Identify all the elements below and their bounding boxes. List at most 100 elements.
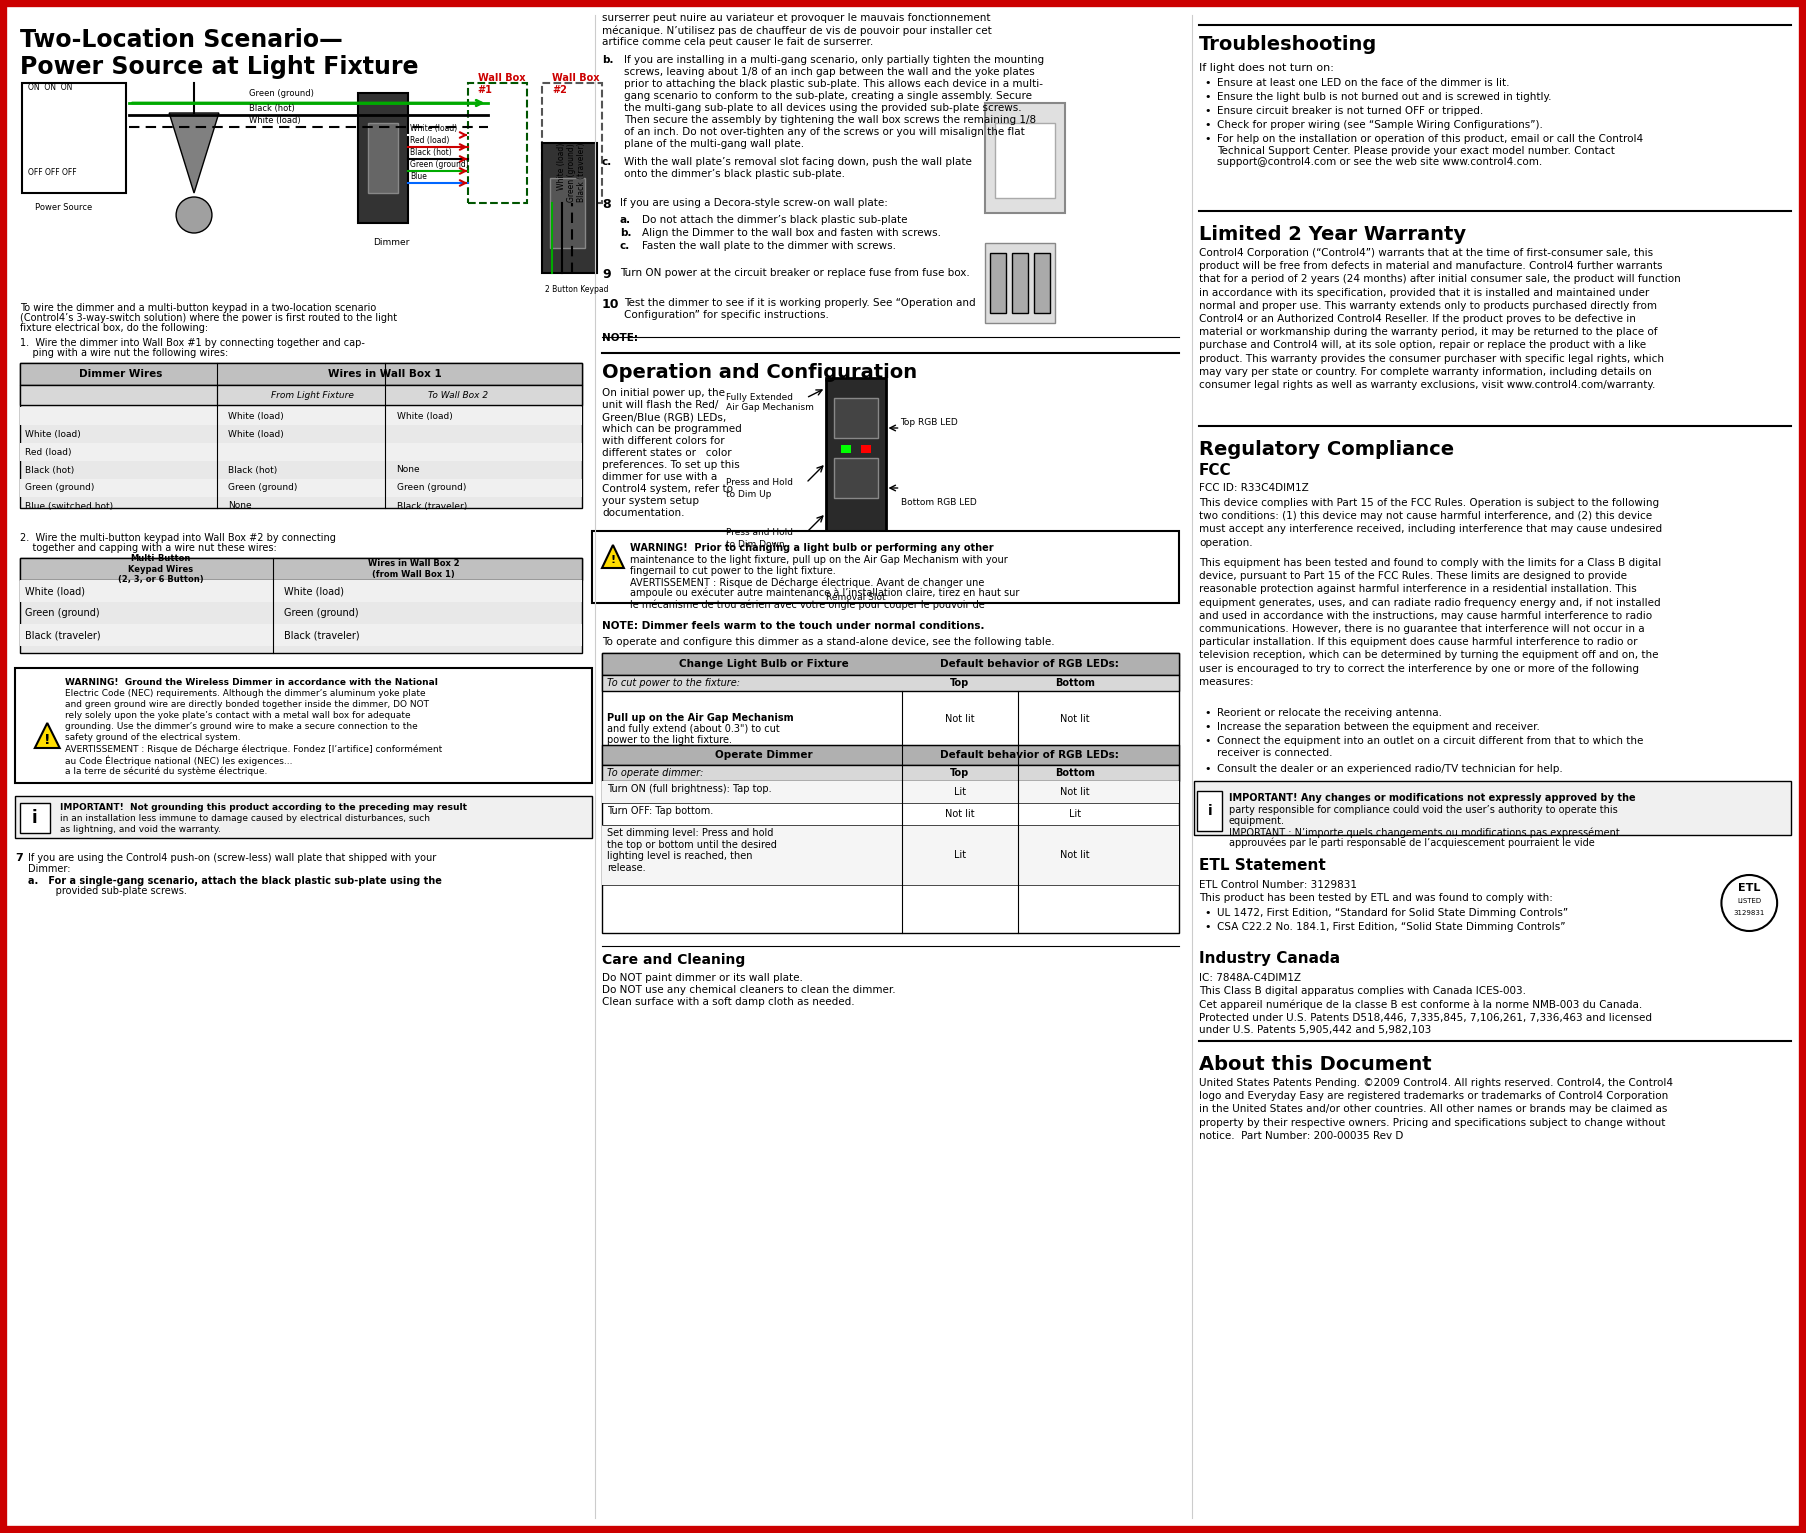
Text: Lit: Lit: [952, 849, 965, 860]
Text: Red (load): Red (load): [25, 448, 71, 457]
Text: Control4 system, refer to: Control4 system, refer to: [602, 484, 733, 494]
Text: fingernail to cut power to the light fixture.: fingernail to cut power to the light fix…: [629, 566, 834, 576]
Text: To operate and configure this dimmer as a stand-alone device, see the following : To operate and configure this dimmer as …: [602, 638, 1054, 647]
Text: AVERTISSEMENT : Risque de Décharge électrique. Avant de changer une: AVERTISSEMENT : Risque de Décharge élect…: [629, 578, 983, 589]
Text: 2.  Wire the multi-button keypad into Wall Box #2 by connecting: 2. Wire the multi-button keypad into Wal…: [20, 533, 336, 543]
Text: Align the Dimmer to the wall box and fasten with screws.: Align the Dimmer to the wall box and fas…: [642, 228, 940, 238]
Text: 1.  Wire the dimmer into Wall Box #1 by connecting together and cap-: 1. Wire the dimmer into Wall Box #1 by c…: [20, 337, 365, 348]
Text: gang scenario to conform to the sub-plate, creating a single assembly. Secure: gang scenario to conform to the sub-plat…: [624, 90, 1032, 101]
Text: 7: 7: [15, 852, 22, 863]
Text: 9: 9: [602, 268, 610, 281]
Text: IMPORTANT!  Not grounding this product according to the preceding may result: IMPORTANT! Not grounding this product ac…: [60, 803, 466, 812]
Text: le mécanisme de trou aérien avec votre ongle pour couper le pouvoir de: le mécanisme de trou aérien avec votre o…: [629, 599, 983, 610]
Text: Turn ON power at the circuit breaker or replace fuse from fuse box.: Turn ON power at the circuit breaker or …: [620, 268, 969, 277]
Text: b.: b.: [620, 228, 631, 238]
Bar: [860, 445, 871, 452]
Bar: [550, 178, 584, 248]
Text: Consult the dealer or an experienced radio/TV technician for help.: Consult the dealer or an experienced rad…: [1215, 763, 1562, 774]
Text: Dimmer: Dimmer: [374, 238, 410, 247]
Text: Red (load): Red (load): [410, 136, 450, 146]
Text: Troubleshooting: Troubleshooting: [1199, 35, 1377, 54]
Text: Lit: Lit: [952, 786, 965, 797]
Bar: [542, 83, 602, 202]
Text: If light does not turn on:: If light does not turn on:: [1199, 63, 1333, 74]
Bar: [825, 379, 885, 578]
Text: Not lit: Not lit: [1059, 714, 1090, 724]
Text: Default behavior of RGB LEDs:: Default behavior of RGB LEDs:: [940, 750, 1117, 760]
Bar: [602, 653, 1179, 675]
Text: Press and Hold: Press and Hold: [726, 527, 793, 537]
Text: Dimmer Wires: Dimmer Wires: [80, 369, 163, 379]
Text: Black (hot): Black (hot): [229, 466, 278, 475]
Text: Do NOT paint dimmer or its wall plate.: Do NOT paint dimmer or its wall plate.: [602, 973, 802, 983]
Text: 10: 10: [602, 297, 619, 311]
Text: WARNING!  Prior to changing a light bulb or performing any other: WARNING! Prior to changing a light bulb …: [629, 543, 992, 553]
Text: Black (hot): Black (hot): [249, 104, 294, 113]
Text: together and capping with a wire nut these wires:: together and capping with a wire nut the…: [20, 543, 276, 553]
Bar: [602, 745, 1179, 765]
Bar: [602, 653, 1179, 934]
Text: ping with a wire nut the following wires:: ping with a wire nut the following wires…: [20, 348, 229, 359]
Text: Green (ground): Green (ground): [25, 609, 100, 618]
Bar: [20, 478, 582, 497]
Bar: [20, 406, 582, 425]
Text: the multi-gang sub-plate to all devices using the provided sub-plate screws.: the multi-gang sub-plate to all devices …: [624, 103, 1021, 113]
Bar: [1034, 253, 1048, 313]
Text: From Light Fixture: From Light Fixture: [270, 391, 354, 400]
Text: To cut power to the fixture:: To cut power to the fixture:: [606, 678, 740, 688]
Text: None: None: [395, 466, 421, 475]
Text: Increase the separation between the equipment and receiver.: Increase the separation between the equi…: [1215, 722, 1538, 731]
Text: NOTE:: NOTE:: [602, 333, 639, 343]
Bar: [591, 530, 1179, 602]
Text: IC: 7848A-C4DIM1Z: IC: 7848A-C4DIM1Z: [1199, 973, 1301, 983]
Text: To Wall Box 2: To Wall Box 2: [428, 391, 488, 400]
Text: screws, leaving about 1/8 of an inch gap between the wall and the yoke plates: screws, leaving about 1/8 of an inch gap…: [624, 67, 1034, 77]
Text: Change Light Bulb or Fixture: Change Light Bulb or Fixture: [678, 659, 847, 668]
Text: Turn OFF: Tap bottom.: Turn OFF: Tap bottom.: [606, 806, 713, 816]
Text: artifice comme cela peut causer le fait de surserrer.: artifice comme cela peut causer le fait …: [602, 37, 873, 48]
Text: Power Source at Light Fixture: Power Source at Light Fixture: [20, 55, 419, 80]
Text: Operate Dimmer: Operate Dimmer: [715, 750, 813, 760]
Text: different states or   color: different states or color: [602, 448, 731, 458]
Bar: [833, 458, 878, 498]
Text: to Dim Down: to Dim Down: [726, 540, 785, 549]
Bar: [20, 443, 582, 461]
Text: Wires in Wall Box 2
(from Wall Box 1): Wires in Wall Box 2 (from Wall Box 1): [368, 560, 459, 578]
Text: 2 Button Keypad: 2 Button Keypad: [544, 285, 608, 294]
Text: Dimmer:: Dimmer:: [27, 865, 71, 874]
Text: Green (ground): Green (ground): [395, 483, 466, 492]
Text: party responsible for compliance could void the user’s authority to operate this: party responsible for compliance could v…: [1228, 805, 1616, 816]
Text: b.: b.: [602, 55, 613, 64]
Text: a.: a.: [620, 215, 631, 225]
Text: Black (traveler): Black (traveler): [285, 630, 359, 639]
Text: •: •: [1203, 708, 1210, 717]
Text: (Control4’s 3-way-switch solution) where the power is first routed to the light: (Control4’s 3-way-switch solution) where…: [20, 313, 397, 323]
Text: Lit: Lit: [1068, 809, 1081, 819]
Bar: [602, 825, 1179, 885]
Text: Ensure circuit breaker is not turned OFF or tripped.: Ensure circuit breaker is not turned OFF…: [1215, 106, 1482, 117]
Text: NOTE: Dimmer feels warm to the touch under normal conditions.: NOTE: Dimmer feels warm to the touch und…: [602, 621, 983, 632]
Text: White (load): White (load): [25, 429, 80, 438]
Text: Green (ground): Green (ground): [249, 89, 314, 98]
Text: To operate dimmer:: To operate dimmer:: [606, 768, 704, 779]
Text: IMPORTANT : N’importe quels changements ou modifications pas expressément: IMPORTANT : N’importe quels changements …: [1228, 826, 1618, 837]
Text: your system setup: your system setup: [602, 497, 698, 506]
Text: •: •: [1203, 78, 1210, 87]
Text: United States Patents Pending. ©2009 Control4. All rights reserved. Control4, th: United States Patents Pending. ©2009 Con…: [1199, 1078, 1673, 1141]
Text: of an inch. Do not over-tighten any of the screws or you will misalign the flat: of an inch. Do not over-tighten any of t…: [624, 127, 1025, 136]
Text: OFF OFF OFF: OFF OFF OFF: [27, 169, 76, 176]
Text: as lightning, and void the warranty.: as lightning, and void the warranty.: [60, 825, 221, 834]
Text: None: None: [229, 501, 252, 510]
Text: ETL: ETL: [1738, 883, 1760, 894]
Text: c.: c.: [602, 156, 611, 167]
Bar: [20, 624, 582, 645]
Bar: [368, 123, 397, 193]
Text: •: •: [1203, 908, 1210, 918]
Text: under U.S. Patents 5,905,442 and 5,982,103: under U.S. Patents 5,905,442 and 5,982,1…: [1199, 1026, 1431, 1035]
Text: Removal Slot: Removal Slot: [825, 593, 885, 602]
Text: 3129831: 3129831: [1732, 911, 1763, 917]
Text: If you are using a Decora-style screw-on wall plate:: If you are using a Decora-style screw-on…: [620, 198, 887, 208]
Text: Bottom: Bottom: [1054, 768, 1094, 779]
Text: IMPORTANT! Any changes or modifications not expressly approved by the: IMPORTANT! Any changes or modifications …: [1228, 793, 1634, 803]
Text: About this Document: About this Document: [1199, 1055, 1431, 1075]
